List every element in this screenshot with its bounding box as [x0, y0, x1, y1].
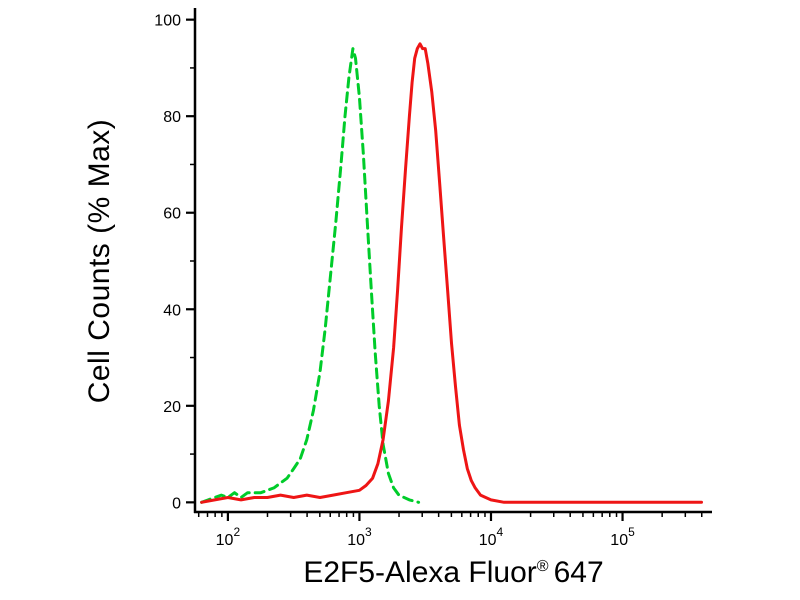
y-tick-label: 40: [163, 302, 181, 319]
y-tick-label: 100: [154, 13, 181, 30]
x-axis-title: E2F5-Alexa Fluor® 647: [195, 556, 712, 590]
y-axis-title: Cell Counts (% Max): [83, 118, 116, 404]
series-control-green-dashed: [200, 47, 421, 504]
x-tick-label: 104: [479, 525, 504, 549]
registered-trademark-icon: ®: [536, 558, 549, 575]
x-tick-label: 102: [216, 525, 241, 549]
x-axis-title-main: E2F5-Alexa Fluor: [303, 556, 537, 589]
y-tick-label: 60: [163, 206, 181, 223]
y-tick-label: 80: [163, 109, 181, 126]
y-tick-label: 0: [172, 495, 181, 512]
x-tick-label: 103: [347, 525, 372, 549]
x-tick-label: 105: [610, 525, 635, 549]
y-tick-label: 20: [163, 399, 181, 416]
x-axis-title-suffix: 647: [553, 556, 604, 589]
series-e2f5-red-solid: [200, 42, 703, 504]
